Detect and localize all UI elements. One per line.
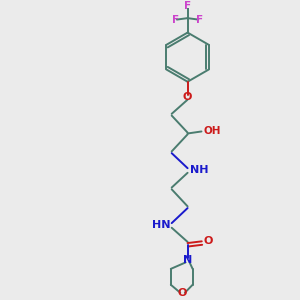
Text: OH: OH — [203, 127, 221, 136]
Text: O: O — [183, 92, 192, 102]
Text: NH: NH — [190, 166, 208, 176]
Text: F: F — [196, 15, 203, 25]
Text: O: O — [203, 236, 213, 246]
Text: F: F — [184, 1, 191, 11]
Text: F: F — [172, 15, 179, 25]
Text: O: O — [178, 288, 187, 298]
Text: HN: HN — [152, 220, 170, 230]
Text: N: N — [183, 255, 192, 265]
